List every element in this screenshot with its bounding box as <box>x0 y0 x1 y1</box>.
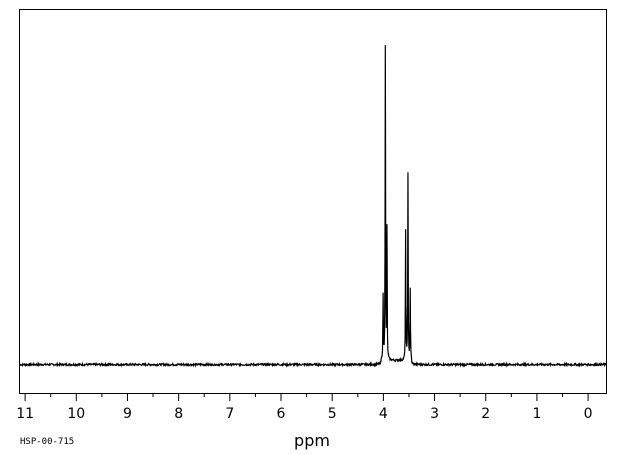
x-tick-label: 4 <box>379 406 388 422</box>
x-tick-label: 2 <box>481 406 490 422</box>
x-tick-label: 10 <box>67 406 85 422</box>
x-tick-label: 6 <box>277 406 286 422</box>
plot-frame <box>19 9 607 394</box>
x-tick-label: 3 <box>430 406 439 422</box>
x-tick-label: 5 <box>328 406 337 422</box>
x-tick-label: 8 <box>174 406 183 422</box>
spectrum-trace <box>19 45 607 368</box>
x-tick-label: 9 <box>123 406 132 422</box>
x-axis: 11 10 9 8 7 6 5 4 3 2 1 0 <box>16 393 593 422</box>
x-axis-title: ppm <box>294 431 330 450</box>
spectrum-code-label: HSP-00-715 <box>20 437 74 447</box>
x-tick-label: 7 <box>225 406 234 422</box>
x-tick-label: 11 <box>16 406 34 422</box>
x-tick-label: 0 <box>584 406 593 422</box>
x-tick-label: 1 <box>532 406 541 422</box>
